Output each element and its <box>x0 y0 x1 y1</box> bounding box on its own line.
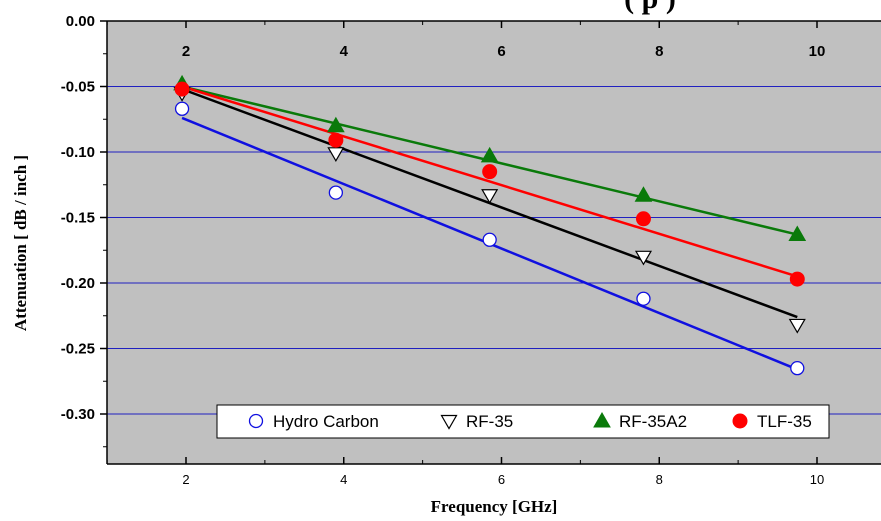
x-bottom-tick-label: 4 <box>340 472 347 487</box>
data-point-tlf-35 <box>328 132 344 148</box>
legend: Hydro Carbon RF-35 RF-35A2 TLF-35 <box>248 411 812 431</box>
x-bottom-tick-label: 6 <box>498 472 505 487</box>
fit-line-tlf-35 <box>181 85 798 278</box>
data-point-rf-35 <box>481 189 499 204</box>
x-bottom-tick-labels: 2 4 6 8 10 <box>182 472 824 487</box>
x-top-tick-label: 4 <box>340 43 349 60</box>
data-markers <box>173 74 807 376</box>
y-axis-title: Attenuation [ dB / inch ] <box>11 155 30 331</box>
y-tick-label: -0.20 <box>61 275 95 292</box>
x-bottom-tick-label: 2 <box>182 472 189 487</box>
legend-marker <box>732 413 748 429</box>
x-bottom-tick-label: 10 <box>810 472 824 487</box>
legend-marker <box>440 414 458 430</box>
data-point-rf-35 <box>788 318 806 334</box>
legend-box <box>216 404 830 439</box>
x-top-tick-label: 2 <box>182 43 190 60</box>
data-point-tlf-35 <box>635 211 651 227</box>
x-bottom-tick-label: 8 <box>656 472 663 487</box>
data-point-rf-35 <box>634 250 653 266</box>
legend-label: Hydro Carbon <box>273 412 379 431</box>
x-top-tick-label: 6 <box>497 43 505 60</box>
y-tick-label: -0.15 <box>61 210 95 227</box>
chart-title: ( p ) <box>624 0 676 15</box>
axis-ticks <box>100 20 818 464</box>
legend-marker <box>248 413 264 429</box>
data-point-rf-35a2 <box>327 116 345 133</box>
y-tick-labels: 0.00 -0.05 -0.10 -0.15 -0.20 -0.25 -0.30 <box>61 13 95 423</box>
data-point-hydro-carbon <box>790 360 805 376</box>
legend-label: RF-35 <box>466 412 513 431</box>
y-tick-label: -0.30 <box>61 406 95 423</box>
legend-marker <box>593 411 611 428</box>
data-point-rf-35a2 <box>788 225 807 242</box>
data-point-rf-35a2 <box>634 186 653 202</box>
x-axis-title: Frequency [GHz] <box>431 497 558 516</box>
y-tick-label: -0.10 <box>61 144 95 161</box>
data-point-rf-35 <box>327 147 345 163</box>
legend-label: RF-35A2 <box>619 412 687 431</box>
data-point-hydro-carbon <box>174 101 190 116</box>
x-top-tick-label: 8 <box>655 43 663 60</box>
data-point-hydro-carbon <box>328 185 344 200</box>
y-tick-label: 0.00 <box>66 13 95 30</box>
data-point-hydro-carbon <box>636 291 651 306</box>
x-top-tick-label: 10 <box>809 43 826 60</box>
data-point-hydro-carbon <box>482 232 497 247</box>
data-point-tlf-35 <box>789 271 805 287</box>
data-point-rf-35a2 <box>480 146 499 163</box>
y-tick-label: -0.25 <box>61 341 95 358</box>
x-top-tick-labels: 2 4 6 8 10 <box>182 43 826 60</box>
data-point-tlf-35 <box>174 81 190 97</box>
y-tick-label: -0.05 <box>61 79 95 96</box>
legend-label: TLF-35 <box>757 412 812 431</box>
data-point-tlf-35 <box>482 164 498 180</box>
